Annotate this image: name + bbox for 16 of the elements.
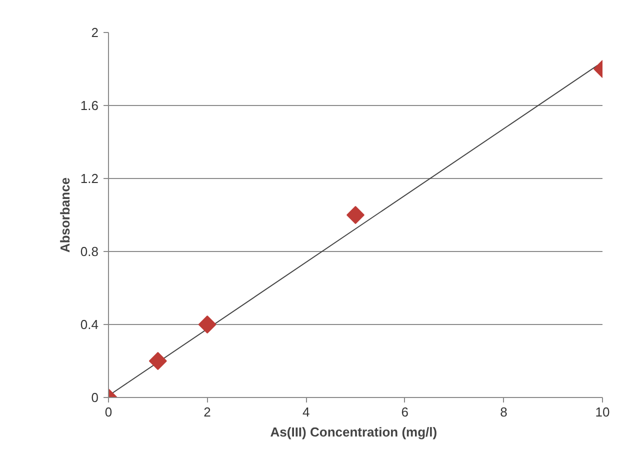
y-tick-label: 1.6	[80, 98, 99, 113]
y-tick-label: 1.2	[80, 171, 99, 186]
y-tick-label: 0.4	[80, 317, 99, 332]
x-tick-label: 8	[500, 404, 508, 420]
x-tick-label: 0	[104, 404, 112, 420]
x-tick-label: 4	[302, 404, 310, 420]
point	[148, 352, 167, 370]
x-tick-label: 6	[401, 404, 409, 420]
point	[198, 316, 216, 334]
y-tick-label: 0	[91, 390, 99, 405]
x-tick-label: 10	[595, 404, 610, 420]
y-axis-title: Absorbance	[57, 177, 72, 253]
y-tick-label: 0.8	[80, 244, 99, 259]
x-axis-title: As(III) Concentration (mg/l)	[270, 424, 438, 440]
x-tick-label: 2	[204, 404, 211, 420]
y-tick-label: 2	[91, 25, 99, 40]
